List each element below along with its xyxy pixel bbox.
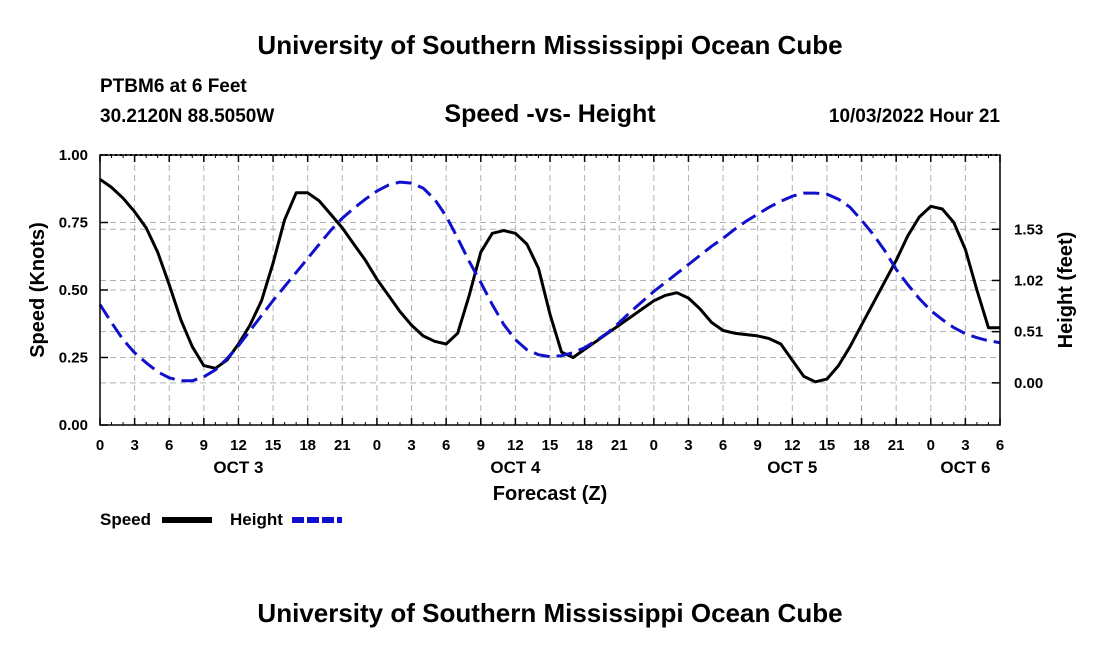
y2-tick-label: 0.00 — [1014, 375, 1043, 392]
x-tick-label: 0 — [927, 437, 935, 454]
x-tick-label: 0 — [650, 437, 658, 454]
x-tick-label: 12 — [784, 437, 801, 454]
x-tick-label: 12 — [230, 437, 247, 454]
x-tick-label: 9 — [200, 437, 208, 454]
x-tick-label: 12 — [507, 437, 524, 454]
footer-title: University of Southern Mississippi Ocean… — [257, 598, 843, 628]
y-tick-label: 0.25 — [59, 350, 88, 367]
x-tick-label: 3 — [407, 437, 415, 454]
y-tick-label: 1.00 — [59, 147, 88, 164]
series-line-speed — [99, 178, 1000, 384]
station-coordinates: 30.2120N 88.5050W — [100, 106, 275, 127]
forecast-datetime: 10/03/2022 Hour 21 — [828, 106, 1000, 127]
x-tick-label: 9 — [754, 437, 762, 454]
series-line-height — [98, 180, 1001, 383]
date-label: OCT 3 — [213, 458, 263, 477]
y-tick-label: 0.00 — [59, 417, 88, 434]
x-tick-label: 6 — [442, 437, 450, 454]
chart-labels: 0 3 6 9 12 15 18 21 0 3 6 9 12 15 18 21 0 3 6 9 12 15 18 21 0 3 6 0… — [27, 147, 1077, 523]
page-title: University of Southern Mississippi Ocean… — [257, 30, 843, 60]
chart-axes — [99, 154, 1001, 426]
x-tick-label: 15 — [542, 437, 559, 454]
x-tick-label: 6 — [165, 437, 173, 454]
y2-tick-label: 1.53 — [1014, 221, 1043, 238]
legend-height-label: Height — [230, 510, 283, 529]
y2-tick-label: 0.51 — [1014, 324, 1043, 341]
station-label: PTBM6 at 6 Feet — [100, 76, 247, 97]
y2-tick-label: 1.02 — [1014, 272, 1043, 289]
date-label: OCT 6 — [940, 458, 990, 477]
chart-series — [98, 178, 1001, 384]
x-tick-label: 21 — [611, 437, 628, 454]
x-tick-label: 0 — [373, 437, 381, 454]
y-tick-label: 0.75 — [59, 215, 88, 232]
chart-subtitle: Speed -vs- Height — [444, 100, 656, 128]
x-tick-label: 18 — [853, 437, 870, 454]
x-tick-label: 21 — [888, 437, 905, 454]
x-tick-label: 18 — [576, 437, 593, 454]
legend-speed-label: Speed — [100, 510, 152, 529]
date-label: OCT 4 — [490, 458, 541, 477]
x-tick-label: 15 — [819, 437, 836, 454]
x-tick-label: 3 — [684, 437, 692, 454]
x-tick-label: 0 — [96, 437, 104, 454]
x-tick-label: 9 — [477, 437, 485, 454]
y-tick-label: 0.50 — [59, 282, 88, 299]
y-axis-label: Speed (Knots) — [27, 222, 49, 358]
x-tick-label: 6 — [996, 437, 1004, 454]
date-label: OCT 5 — [767, 458, 817, 477]
x-tick-label: 3 — [130, 437, 138, 454]
x-tick-label: 21 — [334, 437, 351, 454]
x-tick-label: 3 — [961, 437, 969, 454]
chart-grid — [100, 155, 1000, 425]
x-tick-label: 6 — [719, 437, 727, 454]
y2-axis-label: Height (feet) — [1055, 232, 1077, 349]
x-tick-label: 15 — [265, 437, 282, 454]
x-tick-label: 18 — [299, 437, 316, 454]
x-axis-label: Forecast (Z) — [493, 483, 607, 505]
